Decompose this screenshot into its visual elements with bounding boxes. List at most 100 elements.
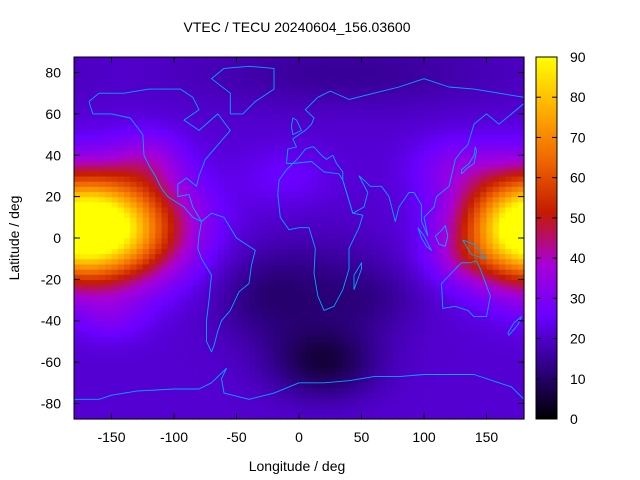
heatmap-cell: [142, 150, 150, 156]
heatmap-cell: [267, 72, 275, 79]
heatmap-cell: [474, 341, 481, 348]
heatmap-cell: [380, 403, 388, 410]
heatmap-cell: [417, 284, 425, 291]
heatmap-cell: [167, 253, 175, 260]
heatmap-cell: [336, 93, 344, 99]
heatmap-cell: [192, 191, 200, 198]
heatmap-cell: [380, 93, 388, 99]
heatmap-cell: [136, 129, 144, 136]
heatmap-cell: [86, 310, 94, 317]
heatmap-cell: [136, 238, 144, 244]
heatmap-cell: [86, 356, 94, 363]
heatmap-cell: [480, 336, 488, 343]
heatmap-cell: [405, 67, 413, 74]
heatmap-cell: [199, 377, 206, 384]
heatmap-cell: [211, 181, 219, 187]
heatmap-cell: [242, 289, 250, 296]
heatmap-cell: [424, 201, 431, 208]
heatmap-cell: [111, 382, 119, 389]
heatmap-cell: [111, 377, 119, 384]
heatmap-cell: [236, 134, 244, 141]
heatmap-cell: [417, 300, 425, 306]
heatmap-cell: [417, 325, 425, 332]
heatmap-cell: [105, 408, 113, 415]
heatmap-cell: [274, 362, 281, 368]
heatmap-cell: [405, 356, 413, 363]
heatmap-cell: [324, 77, 331, 84]
heatmap-cell: [386, 346, 394, 353]
heatmap-cell: [380, 181, 388, 187]
heatmap-cell: [230, 253, 238, 260]
heatmap-cell: [480, 124, 488, 130]
heatmap-cell: [99, 181, 106, 187]
heatmap-cell: [399, 310, 406, 317]
heatmap-cell: [149, 88, 156, 94]
heatmap-cell: [292, 284, 300, 291]
heatmap-cell: [492, 356, 500, 363]
heatmap-cell: [317, 263, 325, 270]
heatmap-cell: [274, 88, 281, 94]
heatmap-cell: [411, 248, 419, 255]
heatmap-cell: [380, 263, 388, 270]
heatmap-cell: [217, 155, 225, 162]
heatmap-cell: [161, 325, 169, 332]
heatmap-cell: [499, 372, 506, 379]
heatmap-cell: [99, 403, 106, 410]
heatmap-cell: [80, 248, 88, 255]
heatmap-cell: [392, 108, 400, 115]
heatmap-cell: [449, 274, 456, 280]
heatmap-cell: [230, 331, 238, 337]
heatmap-cell: [317, 108, 325, 115]
heatmap-cell: [186, 129, 194, 136]
heatmap-cell: [80, 310, 88, 317]
heatmap-cell: [467, 403, 475, 410]
heatmap-cell: [342, 201, 350, 208]
heatmap-cell: [292, 165, 300, 172]
heatmap-cell: [305, 134, 313, 141]
heatmap-cell: [286, 232, 294, 239]
heatmap-cell: [224, 362, 231, 368]
heatmap-cell: [361, 103, 369, 110]
heatmap-cell: [180, 103, 188, 110]
heatmap-cell: [411, 57, 419, 63]
heatmap-cell: [199, 119, 206, 125]
heatmap-cell: [430, 356, 438, 363]
heatmap-cell: [155, 393, 163, 399]
heatmap-cell: [317, 305, 325, 311]
heatmap-cell: [180, 351, 188, 358]
heatmap-cell: [380, 320, 388, 327]
heatmap-cell: [267, 93, 275, 99]
heatmap-cell: [317, 227, 325, 234]
heatmap-cell: [124, 227, 131, 234]
heatmap-cell: [492, 196, 500, 203]
heatmap-cell: [224, 382, 231, 389]
heatmap-cell: [280, 155, 288, 162]
heatmap-cell: [461, 170, 469, 177]
heatmap-cell: [186, 155, 194, 162]
heatmap-cell: [386, 367, 394, 374]
heatmap-cell: [280, 377, 288, 384]
heatmap-cell: [205, 82, 213, 89]
heatmap-cell: [155, 372, 163, 379]
heatmap-cell: [286, 119, 294, 125]
heatmap-cell: [311, 82, 319, 89]
heatmap-cell: [199, 398, 206, 405]
heatmap-cell: [130, 274, 138, 280]
heatmap-cell: [86, 253, 94, 260]
heatmap-cell: [424, 310, 431, 317]
heatmap-cell: [199, 325, 206, 332]
heatmap-cell: [417, 155, 425, 162]
heatmap-cell: [499, 191, 506, 198]
heatmap-cell: [186, 201, 194, 208]
heatmap-cell: [161, 144, 169, 151]
heatmap-cell: [399, 253, 406, 260]
heatmap-cell: [142, 103, 150, 110]
heatmap-cell: [374, 351, 381, 358]
heatmap-cell: [92, 232, 100, 239]
heatmap-cell: [255, 279, 263, 286]
heatmap-cell: [136, 206, 144, 213]
heatmap-cell: [355, 129, 363, 136]
heatmap-cell: [480, 398, 488, 405]
heatmap-cell: [230, 119, 238, 125]
heatmap-cell: [236, 362, 244, 368]
